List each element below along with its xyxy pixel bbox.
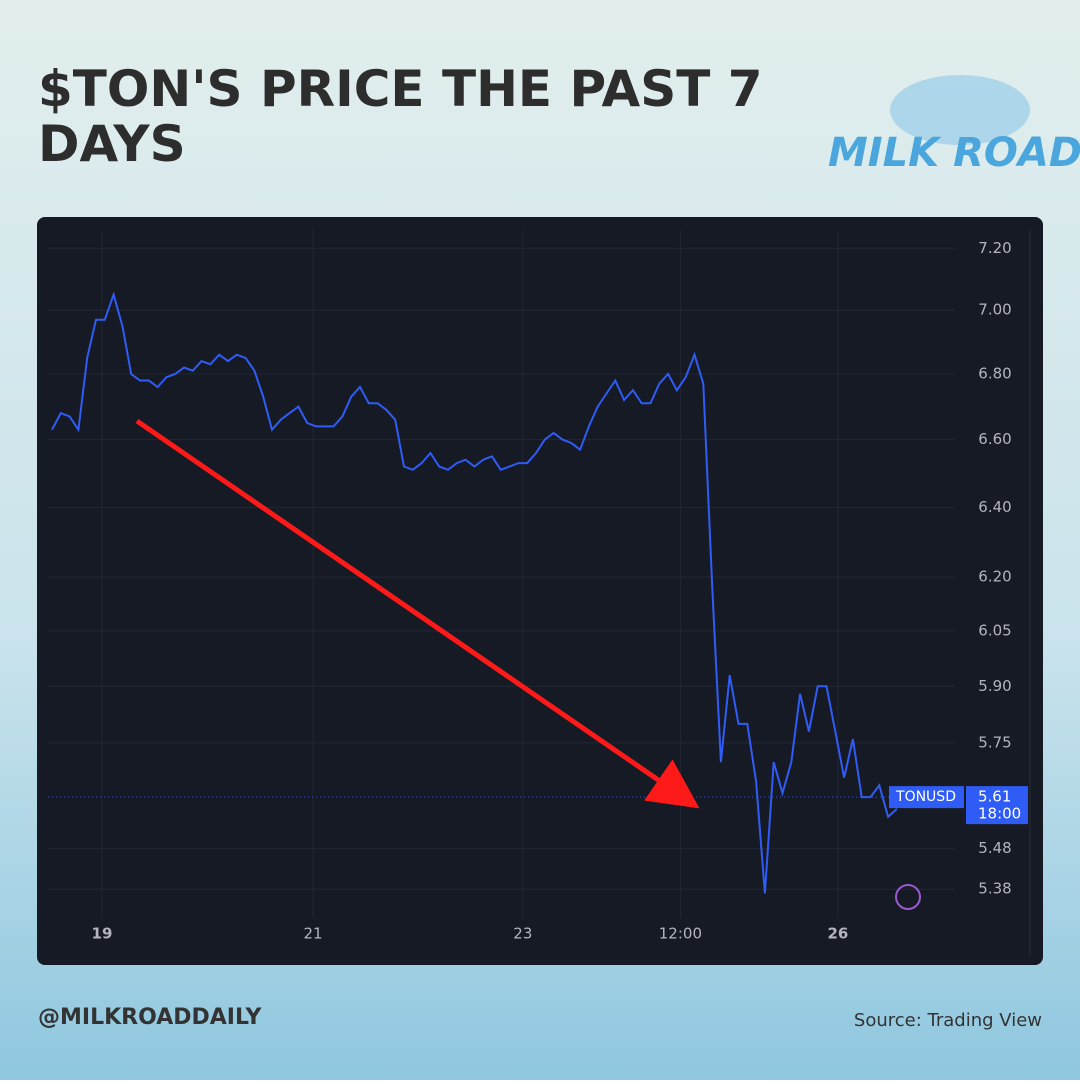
y-tick-label: 5.48 — [978, 839, 1011, 857]
source: Source: Trading View — [854, 1010, 1042, 1031]
price-line — [51, 291, 898, 894]
arrow — [135, 418, 700, 809]
y-tick-label: 5.90 — [978, 677, 1011, 695]
y-tick-label: 6.60 — [978, 430, 1011, 448]
logo: MILK ROAD — [828, 75, 1080, 176]
y-tick-label: 6.80 — [978, 364, 1011, 382]
y-tick-label: 7.00 — [978, 301, 1011, 319]
logo-text: MILK ROAD — [828, 130, 1080, 176]
time-label: 18:00 — [978, 805, 1021, 823]
y-tick-label: 5.38 — [978, 880, 1011, 898]
x-tick-label: 23 — [513, 925, 532, 943]
title: $TON'S PRICE THE PAST 7 DAYS — [38, 60, 763, 173]
y-tick-label: 7.20 — [978, 239, 1011, 257]
chart-panel — [37, 217, 1043, 965]
price-label: 5.61 — [978, 788, 1011, 806]
symbol-label: TONUSD — [895, 789, 956, 805]
icon — [895, 884, 921, 910]
x-tick-label: 19 — [92, 925, 113, 943]
y-tick-label: 6.40 — [978, 498, 1011, 516]
y-tick-label: 6.20 — [978, 568, 1011, 586]
x-tick-label: 12:00 — [659, 925, 702, 943]
symbol-badge — [889, 786, 964, 809]
y-tick-label: 5.75 — [978, 733, 1011, 751]
handle: @MILKROADDAILY — [38, 1005, 263, 1030]
chart: 7.20 7.00 6.80 6.60 6.40 6.20 6.05 5.90 5.75 5.48… — [48, 230, 1031, 955]
y-tick-label: 6.05 — [978, 622, 1011, 640]
x-tick-label: 21 — [303, 925, 322, 943]
x-tick-label: 26 — [828, 925, 849, 943]
price-badge — [966, 786, 1028, 825]
